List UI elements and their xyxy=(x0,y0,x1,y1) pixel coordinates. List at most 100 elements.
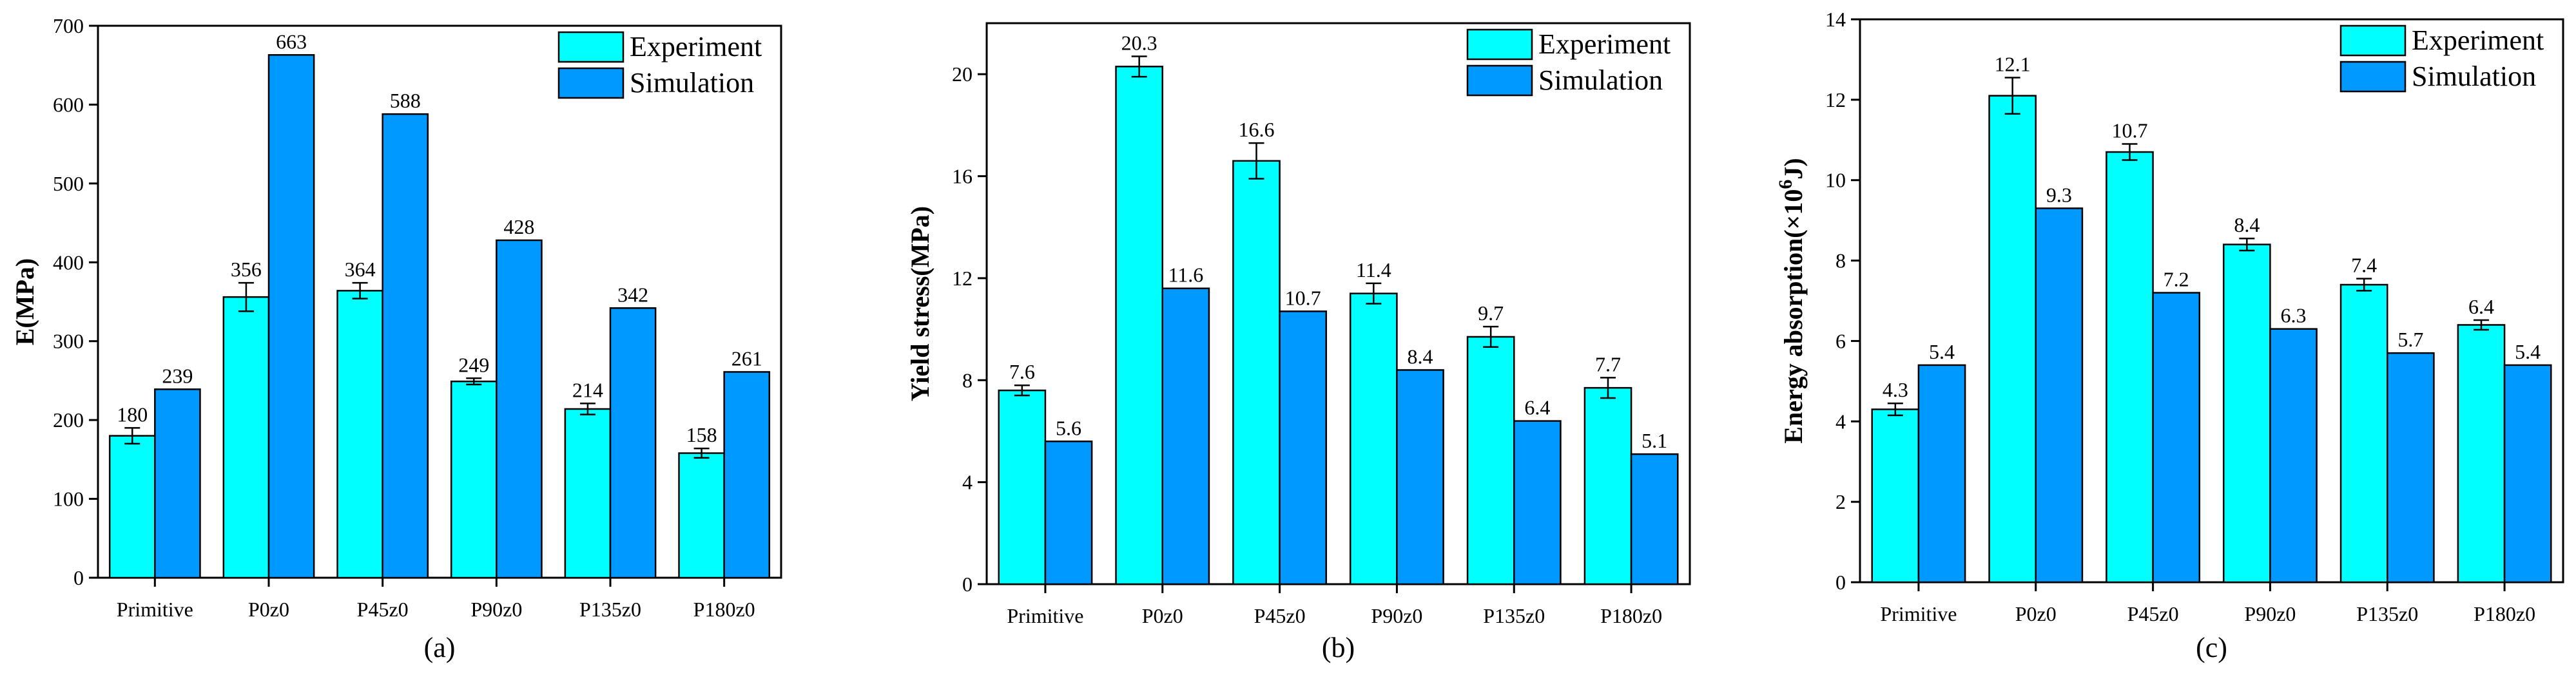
panel-caption: (a) xyxy=(424,632,456,663)
bar-simulation xyxy=(2035,207,2084,584)
data-label: 9.3 xyxy=(2046,183,2072,206)
bar-simulation xyxy=(382,113,429,579)
data-label: 6.3 xyxy=(2281,304,2307,327)
x-tick-label: P90z0 xyxy=(470,598,522,621)
y-tick-label: 0 xyxy=(1835,571,1846,594)
y-axis-label-end: J) xyxy=(1779,158,1808,179)
bar-simulation xyxy=(496,239,543,579)
bar-simulation xyxy=(1630,453,1679,585)
data-label: 8.4 xyxy=(2234,213,2260,236)
data-label: 180 xyxy=(117,403,148,426)
legend-label-experiment: Experiment xyxy=(630,31,762,62)
data-label: 9.7 xyxy=(1478,301,1504,325)
data-label: 5.1 xyxy=(1641,429,1667,452)
x-tick-label: P180z0 xyxy=(693,598,755,621)
panel-caption: (b) xyxy=(1322,632,1355,663)
bar-experiment xyxy=(2222,243,2271,584)
bar-experiment xyxy=(1232,160,1281,585)
legend-swatch-experiment xyxy=(2339,24,2407,57)
data-label: 261 xyxy=(731,347,762,370)
data-label: 6.4 xyxy=(1524,396,1550,419)
bar-simulation xyxy=(2503,364,2552,584)
data-label: 20.3 xyxy=(1121,31,1157,54)
legend-label-simulation: Simulation xyxy=(2412,61,2536,92)
plot-frame xyxy=(1859,18,2564,584)
y-tick-label: 16 xyxy=(952,165,973,188)
chart-panel-1: 0 100 200 300 400 500 600 700 Primitive 180 239 P0z… xyxy=(10,14,782,663)
bar-simulation xyxy=(1917,364,1966,584)
data-label: 663 xyxy=(276,30,307,53)
bar-simulation xyxy=(723,371,771,579)
data-label: 12.1 xyxy=(1995,53,2031,76)
x-tick-label: P90z0 xyxy=(2244,602,2296,625)
x-tick-label: P45z0 xyxy=(2127,602,2179,625)
bar-experiment xyxy=(336,290,383,579)
y-tick-label: 4 xyxy=(1835,410,1846,433)
bar-simulation xyxy=(1396,369,1444,585)
y-tick-label: 10 xyxy=(1825,169,1846,192)
data-label: 7.2 xyxy=(2164,268,2189,291)
bar-experiment xyxy=(1349,292,1398,585)
x-tick-label: P135z0 xyxy=(1483,604,1545,627)
bar-experiment xyxy=(1583,386,1632,585)
data-label: 5.7 xyxy=(2397,328,2423,351)
y-tick-label: 600 xyxy=(53,93,84,116)
y-tick-label: 100 xyxy=(53,488,84,511)
bar-experiment xyxy=(2339,283,2388,584)
data-label: 356 xyxy=(231,258,262,281)
y-tick-label: 4 xyxy=(962,471,973,494)
plot-frame xyxy=(97,24,782,579)
x-tick-label: P0z0 xyxy=(1142,604,1183,627)
bar-experiment xyxy=(1871,408,1920,584)
legend-label-simulation: Simulation xyxy=(1538,64,1663,96)
bar-simulation xyxy=(1279,310,1328,585)
y-tick-label: 2 xyxy=(1835,490,1846,513)
data-label: 588 xyxy=(390,89,421,112)
legend-swatch-experiment xyxy=(1466,28,1533,61)
y-tick-label: 12 xyxy=(952,267,973,290)
data-label: 7.4 xyxy=(2351,254,2377,277)
data-label: 342 xyxy=(617,283,648,306)
bar-simulation xyxy=(2387,352,2435,584)
bar-simulation xyxy=(2269,328,2318,584)
data-label: 364 xyxy=(345,258,376,281)
y-tick-label: 300 xyxy=(53,330,84,353)
x-tick-label: P0z0 xyxy=(248,598,289,621)
x-tick-label: P45z0 xyxy=(1254,604,1306,627)
bar-simulation xyxy=(609,307,657,579)
bar-experiment xyxy=(2106,151,2154,584)
y-axis-label: E(MPa) xyxy=(10,258,39,346)
y-tick-label: 14 xyxy=(1825,8,1846,31)
x-tick-label: P180z0 xyxy=(1600,604,1662,627)
chart-panel-2: 0 4 8 12 16 20 Primitive 7.6 5.6 P0z0 20.3 11.6 P45z… xyxy=(905,22,1691,663)
data-label: 10.7 xyxy=(1285,286,1321,309)
y-tick-label: 8 xyxy=(1835,249,1846,272)
bar-experiment xyxy=(450,380,498,579)
x-tick-label: P45z0 xyxy=(357,598,409,621)
x-tick-label: P0z0 xyxy=(2015,602,2057,625)
bar-simulation xyxy=(154,388,201,579)
data-label: 5.4 xyxy=(1929,340,1955,363)
bar-experiment xyxy=(564,408,612,579)
data-label: 7.7 xyxy=(1595,352,1621,375)
x-tick-label: Primitive xyxy=(1880,602,1957,625)
x-tick-label: Primitive xyxy=(117,598,193,621)
legend-label-experiment: Experiment xyxy=(1538,28,1671,60)
x-tick-label: P180z0 xyxy=(2474,602,2535,625)
data-label: 158 xyxy=(686,423,717,446)
bar-simulation xyxy=(2152,292,2201,584)
panel-caption: (c) xyxy=(2196,632,2227,663)
legend-swatch-simulation xyxy=(2339,61,2407,93)
bar-simulation xyxy=(1044,441,1093,585)
y-tick-label: 700 xyxy=(53,14,84,37)
x-tick-label: P90z0 xyxy=(1371,604,1422,627)
y-tick-label: 6 xyxy=(1835,329,1846,352)
data-label: 11.4 xyxy=(1356,258,1391,281)
x-tick-label: P135z0 xyxy=(2356,602,2418,625)
data-label: 7.6 xyxy=(1009,360,1035,383)
y-tick-label: 8 xyxy=(962,368,973,392)
legend-swatch-experiment xyxy=(557,31,625,63)
bar-simulation xyxy=(1513,420,1562,585)
bar-experiment xyxy=(222,296,270,579)
